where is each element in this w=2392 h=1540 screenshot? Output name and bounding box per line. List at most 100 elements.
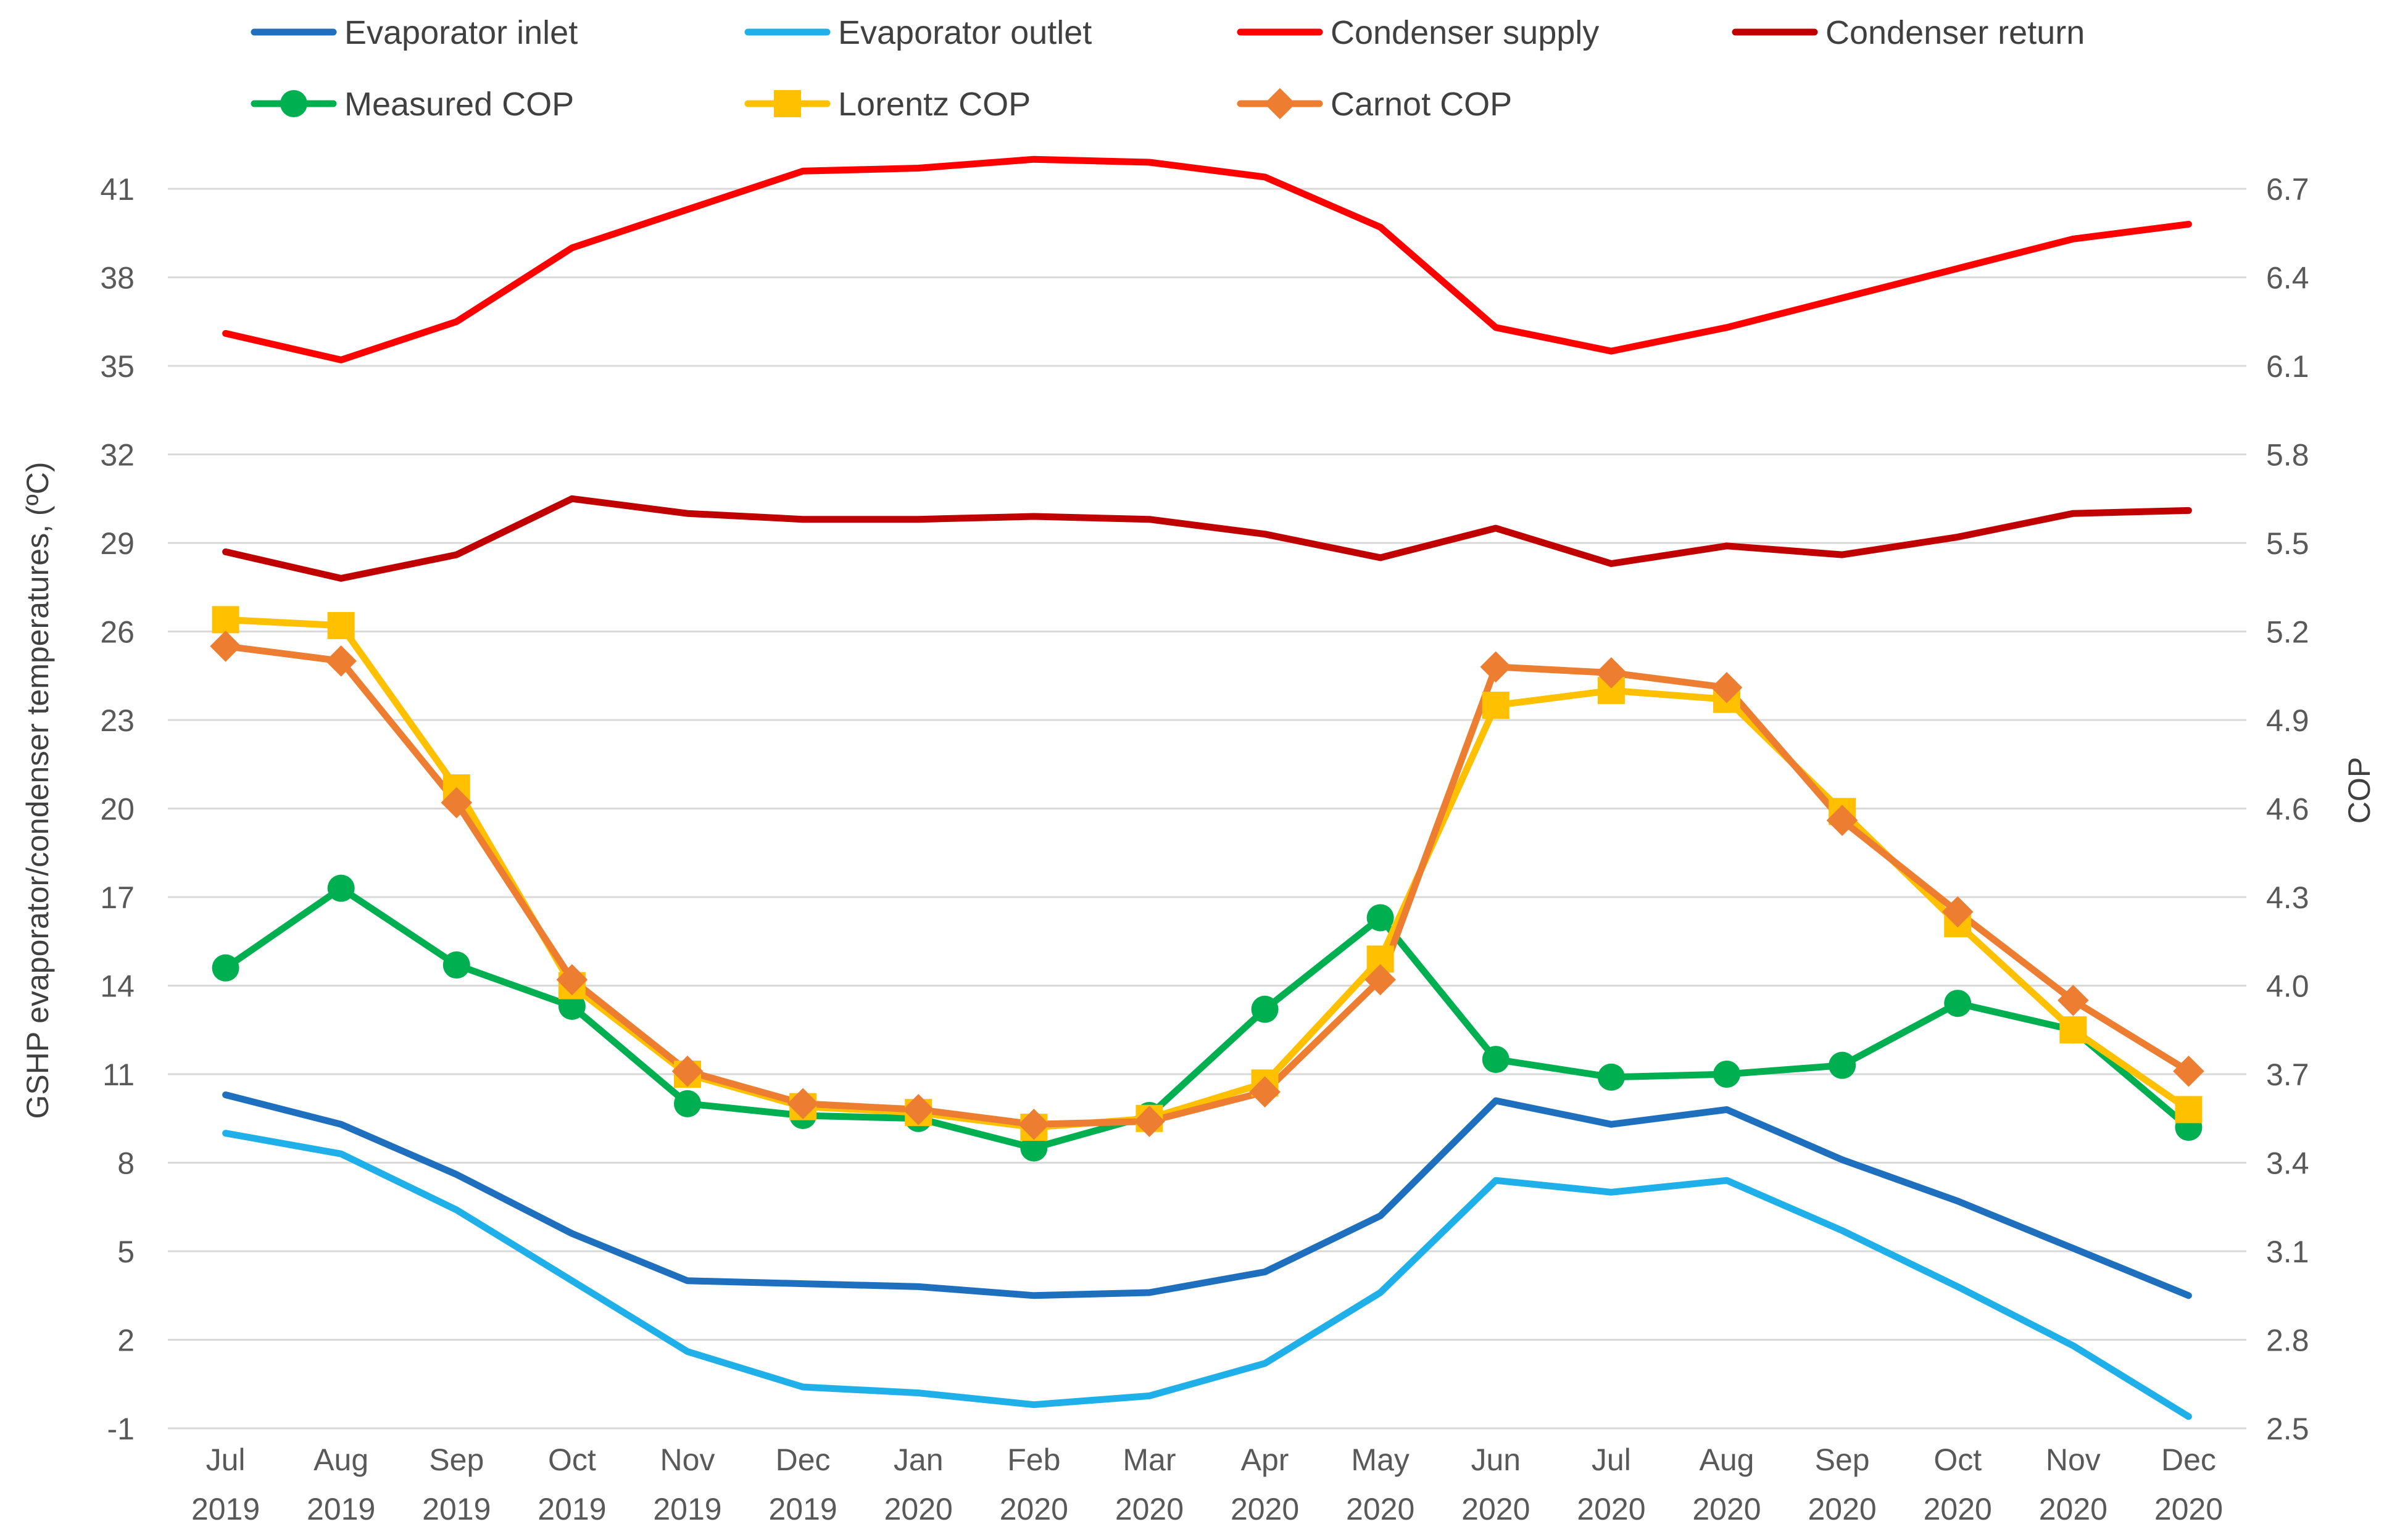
x-tick-year: 2019 — [538, 1492, 606, 1526]
x-tick-month: Aug — [1700, 1443, 1755, 1477]
data-point-carnot-cop — [902, 1094, 934, 1125]
data-point-lorentz-cop — [212, 606, 239, 634]
x-tick-year: 2020 — [2154, 1492, 2223, 1526]
data-point-measured-cop — [1597, 1063, 1625, 1091]
x-tick-year: 2020 — [1231, 1492, 1299, 1526]
right-tick-label: 6.1 — [2266, 349, 2309, 384]
legend-label-measured-cop: Measured COP — [344, 86, 574, 123]
left-tick-label: 8 — [117, 1146, 135, 1181]
data-point-measured-cop — [558, 992, 586, 1020]
x-tick-month: Sep — [429, 1443, 484, 1477]
right-tick-label: 2.5 — [2266, 1412, 2309, 1446]
right-tick-label: 3.1 — [2266, 1235, 2309, 1269]
x-tick-month: Sep — [1815, 1443, 1870, 1477]
series-line-condenser-return — [222, 495, 2192, 582]
legend-label-condenser-return: Condenser return — [1825, 14, 2085, 51]
x-tick-year: 2019 — [653, 1492, 721, 1526]
right-tick-label: 4.6 — [2266, 792, 2309, 827]
left-tick-label: 17 — [100, 880, 135, 915]
x-tick-year: 2020 — [1577, 1492, 1645, 1526]
gridlines — [168, 188, 2246, 1430]
data-point-measured-cop — [1251, 995, 1279, 1023]
x-tick-year: 2019 — [768, 1492, 837, 1526]
right-axis-ticks: 6.7 6.4 6.1 5.8 5.5 5.2 4.9 4.6 4.3 4.0 3.7 3.4 3.1 2… — [2266, 172, 2309, 1446]
legend-marker-carnot-cop — [1264, 88, 1296, 120]
data-point-carnot-cop — [210, 631, 241, 662]
data-point-carnot-cop — [1364, 964, 1396, 996]
left-tick-label: 23 — [100, 703, 135, 738]
x-tick-year: 2020 — [1346, 1492, 1414, 1526]
right-tick-label: 4.0 — [2266, 969, 2309, 1004]
x-tick-month: Jul — [206, 1443, 246, 1477]
series-line-carnot-cop — [222, 642, 2192, 1128]
left-tick-label: 11 — [102, 1058, 135, 1092]
x-tick-month: May — [1351, 1443, 1409, 1477]
data-point-carnot-cop — [441, 787, 473, 819]
legend-label-condenser-supply: Condenser supply — [1331, 14, 1599, 51]
data-point-lorentz-cop — [1482, 692, 1510, 719]
left-tick-label: 35 — [100, 349, 135, 384]
data-point-carnot-cop — [671, 1055, 704, 1087]
data-point-carnot-cop — [1134, 1106, 1165, 1137]
right-tick-label: 3.7 — [2266, 1058, 2309, 1092]
data-point-lorentz-cop — [327, 611, 355, 639]
data-point-measured-cop — [442, 951, 470, 979]
right-tick-label: 2.8 — [2266, 1323, 2309, 1358]
right-tick-label: 6.7 — [2266, 172, 2309, 207]
x-tick-month: Jan — [894, 1443, 944, 1477]
x-tick-year: 2020 — [1808, 1492, 1876, 1526]
right-tick-label: 6.4 — [2266, 261, 2309, 296]
data-point-measured-cop — [1482, 1046, 1510, 1074]
left-tick-label: 5 — [117, 1235, 135, 1269]
legend-label-lorentz-cop: Lorentz COP — [838, 86, 1031, 123]
left-tick-label: 41 — [100, 172, 135, 207]
right-tick-label: 5.8 — [2266, 438, 2309, 473]
data-point-carnot-cop — [1018, 1109, 1050, 1140]
x-tick-month: Apr — [1241, 1443, 1289, 1477]
right-tick-label: 5.5 — [2266, 526, 2309, 561]
left-tick-label: 2 — [117, 1323, 135, 1358]
x-tick-year: 2020 — [1000, 1492, 1068, 1526]
data-point-carnot-cop — [1595, 657, 1627, 689]
x-tick-month: Jun — [1471, 1443, 1521, 1477]
data-point-carnot-cop — [1480, 651, 1512, 683]
left-tick-label: 26 — [100, 615, 135, 650]
x-tick-month: Nov — [660, 1443, 715, 1477]
x-tick-year: 2020 — [884, 1492, 953, 1526]
legend-marker-measured-cop — [280, 90, 307, 117]
right-tick-label: 3.4 — [2266, 1146, 2309, 1181]
left-tick-label: 38 — [100, 261, 135, 296]
data-point-measured-cop — [1366, 904, 1394, 932]
data-point-measured-cop — [1829, 1051, 1856, 1079]
data-point-lorentz-cop — [2175, 1096, 2203, 1124]
data-point-carnot-cop — [2058, 985, 2089, 1016]
data-point-lorentz-cop — [2059, 1016, 2087, 1044]
data-point-measured-cop — [1020, 1134, 1048, 1162]
legend: Evaporator inlet Evaporator outlet Condens… — [251, 14, 2085, 123]
series-line-condenser-supply — [222, 155, 2192, 363]
legend-label-carnot-cop: Carnot COP — [1331, 86, 1512, 123]
x-tick-year: 2019 — [307, 1492, 375, 1526]
data-point-measured-cop — [1944, 990, 1972, 1017]
series-markers — [210, 606, 2204, 1162]
left-tick-label: 32 — [100, 438, 135, 473]
x-tick-year: 2020 — [1692, 1492, 1761, 1526]
x-axis-ticks: Jul 2019 Aug 2019 Sep 2019 Oct 2019 Nov 2019 Dec 20… — [191, 1443, 2223, 1526]
x-tick-month: Mar — [1123, 1443, 1176, 1477]
data-point-measured-cop — [674, 1090, 701, 1117]
x-tick-month: Oct — [548, 1443, 596, 1477]
legend-label-evaporator-outlet: Evaporator outlet — [838, 14, 1092, 51]
right-tick-label: 4.3 — [2266, 880, 2309, 915]
data-point-carnot-cop — [1826, 805, 1858, 836]
left-tick-label: -1 — [107, 1412, 135, 1446]
x-tick-year: 2019 — [422, 1492, 491, 1526]
x-tick-year: 2020 — [1115, 1492, 1184, 1526]
series-line-measured-cop — [222, 885, 2192, 1152]
series-line-evaporator-inlet — [222, 1091, 2192, 1299]
left-tick-label: 20 — [100, 792, 135, 827]
right-tick-label: 4.9 — [2266, 703, 2309, 738]
series-line-evaporator-outlet — [222, 1130, 2192, 1420]
legend-marker-lorentz-cop — [774, 90, 801, 117]
